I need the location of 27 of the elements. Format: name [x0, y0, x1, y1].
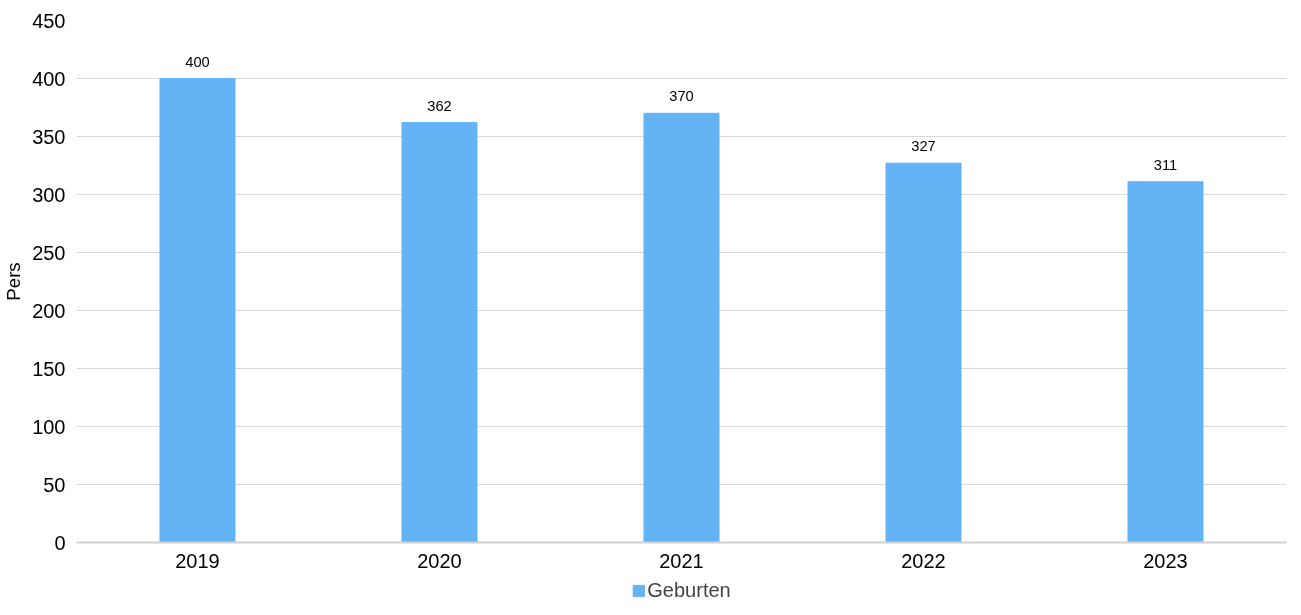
x-tick-label: 2023: [1143, 549, 1188, 572]
x-tick-label: 2022: [901, 549, 946, 572]
y-tick-label: 200: [32, 299, 66, 322]
data-label: 362: [427, 97, 452, 114]
bar: [885, 162, 962, 543]
bar: [159, 78, 236, 543]
y-axis-title: Pers: [3, 262, 25, 301]
bar: [643, 112, 720, 543]
x-tick-label: 2019: [175, 549, 220, 572]
y-tick-label: 50: [43, 473, 66, 496]
data-label: 370: [669, 88, 694, 105]
bar: [1127, 181, 1204, 543]
y-tick-label: 400: [32, 67, 66, 90]
y-tick-label: 450: [32, 9, 66, 32]
y-tick-label: 350: [32, 125, 66, 148]
data-label: 400: [185, 53, 210, 70]
legend-label: Geburten: [647, 578, 731, 602]
y-tick-label: 150: [32, 357, 66, 380]
data-label: 311: [1153, 156, 1178, 173]
y-tick-label: 100: [32, 415, 66, 438]
y-tick-label: 300: [32, 183, 66, 206]
bar: [401, 122, 478, 543]
x-tick-label: 2021: [659, 549, 704, 572]
y-tick-label: 0: [54, 531, 66, 554]
y-tick-label: 250: [32, 241, 66, 264]
x-tick-label: 2020: [417, 549, 462, 572]
data-label: 327: [911, 138, 936, 155]
